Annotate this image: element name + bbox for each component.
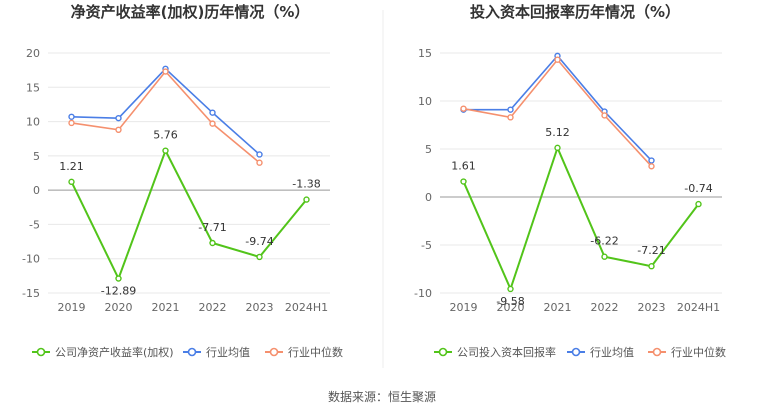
- legend-label: 行业均值: [206, 346, 250, 359]
- x-tick-label: 2019: [58, 301, 86, 314]
- y-tick-label: 5: [425, 143, 432, 156]
- data-label: 1.21: [59, 160, 84, 173]
- data-source: 数据来源：恒生聚源: [328, 389, 436, 404]
- data-label: -0.74: [684, 182, 712, 195]
- series-line-0: [462, 145, 700, 292]
- chart-title: 投入资本回报率历年情况（%）: [470, 3, 680, 21]
- data-label: -7.21: [637, 244, 665, 257]
- x-tick-label: 2023: [638, 301, 666, 314]
- data-point: [648, 157, 655, 164]
- x-tick-label: 2019: [450, 301, 478, 314]
- data-point: [507, 106, 514, 113]
- data-label: -9.58: [496, 295, 524, 308]
- data-point: [460, 178, 467, 185]
- x-tick-label: 2021: [544, 301, 572, 314]
- data-point: [162, 147, 169, 154]
- x-tick-label: 2022: [591, 301, 619, 314]
- y-tick-label: 0: [425, 191, 432, 204]
- data-point: [303, 196, 310, 203]
- data-label: 1.61: [451, 160, 476, 173]
- roic-chart: 投入资本回报率历年情况（%） -10 -5 0 5 10 15 2019 2020 2021 202…: [414, 3, 726, 359]
- legend-label: 公司投入资本回报率: [457, 345, 556, 359]
- legend-label: 行业均值: [590, 346, 634, 359]
- data-label: -12.89: [101, 285, 136, 298]
- data-point: [209, 109, 216, 116]
- legend-swatch-marker: [187, 347, 197, 357]
- y-tick-label: 10: [26, 116, 40, 129]
- data-point: [209, 120, 216, 127]
- legend-label: 公司净资产收益率(加权): [55, 345, 174, 359]
- data-point: [554, 144, 561, 152]
- data-point: [68, 113, 75, 120]
- y-tick-label: 20: [26, 47, 40, 60]
- legend-swatch-marker: [269, 347, 279, 357]
- data-point: [68, 119, 75, 127]
- legend-swatch-marker: [652, 347, 662, 357]
- data-point: [695, 200, 702, 208]
- data-point: [601, 112, 608, 119]
- data-point: [115, 114, 122, 122]
- legend-swatch-marker: [36, 347, 46, 357]
- legend-label: 行业中位数: [288, 345, 343, 359]
- y-tick-label: 10: [418, 95, 432, 108]
- y-tick-label: -15: [22, 287, 40, 300]
- data-point: [648, 263, 655, 270]
- y-tick-label: -10: [414, 287, 432, 300]
- data-label: 5.76: [153, 129, 178, 142]
- roe-chart: 净资产收益率(加权)历年情况（%） -15 -10 -5 0 5 10 15 20 2019 202…: [22, 3, 343, 359]
- data-label: -6.22: [590, 235, 618, 248]
- data-point: [256, 151, 263, 158]
- x-tick-label: 2024H1: [677, 301, 720, 314]
- data-point: [209, 239, 216, 247]
- data-point: [115, 126, 122, 134]
- x-tick-label: 2020: [105, 301, 133, 314]
- data-point: [507, 114, 514, 121]
- data-point: [256, 159, 263, 166]
- y-tick-label: -5: [29, 218, 40, 231]
- data-point: [256, 253, 263, 261]
- x-tick-label: 2024H1: [285, 301, 328, 314]
- y-tick-label: -5: [421, 239, 432, 252]
- data-label: -1.38: [292, 178, 320, 191]
- x-tick-label: 2021: [152, 301, 180, 314]
- y-tick-label: -10: [22, 253, 40, 266]
- data-point: [648, 163, 655, 170]
- x-tick-label: 2020: [497, 301, 525, 314]
- data-point: [68, 178, 75, 186]
- x-tick-label: 2023: [246, 301, 274, 314]
- chart-title: 净资产收益率(加权)历年情况（%）: [71, 3, 310, 21]
- data-point: [460, 105, 467, 112]
- y-tick-label: 15: [26, 81, 40, 94]
- legend-label: 行业中位数: [671, 345, 726, 359]
- data-label: -7.71: [198, 221, 226, 234]
- y-tick-label: 0: [33, 184, 40, 197]
- legend-swatch-marker: [438, 347, 448, 357]
- legend-swatch-marker: [571, 347, 581, 357]
- data-point: [115, 275, 122, 282]
- data-label: 5.12: [545, 126, 570, 139]
- data-label: -9.74: [245, 235, 273, 248]
- x-tick-label: 2022: [199, 301, 227, 314]
- y-tick-label: 5: [33, 150, 40, 163]
- series-line-0: [70, 148, 308, 282]
- data-point: [507, 285, 514, 293]
- data-point: [554, 56, 561, 63]
- data-point: [162, 68, 169, 75]
- data-point: [601, 253, 608, 260]
- y-tick-label: 15: [418, 47, 432, 60]
